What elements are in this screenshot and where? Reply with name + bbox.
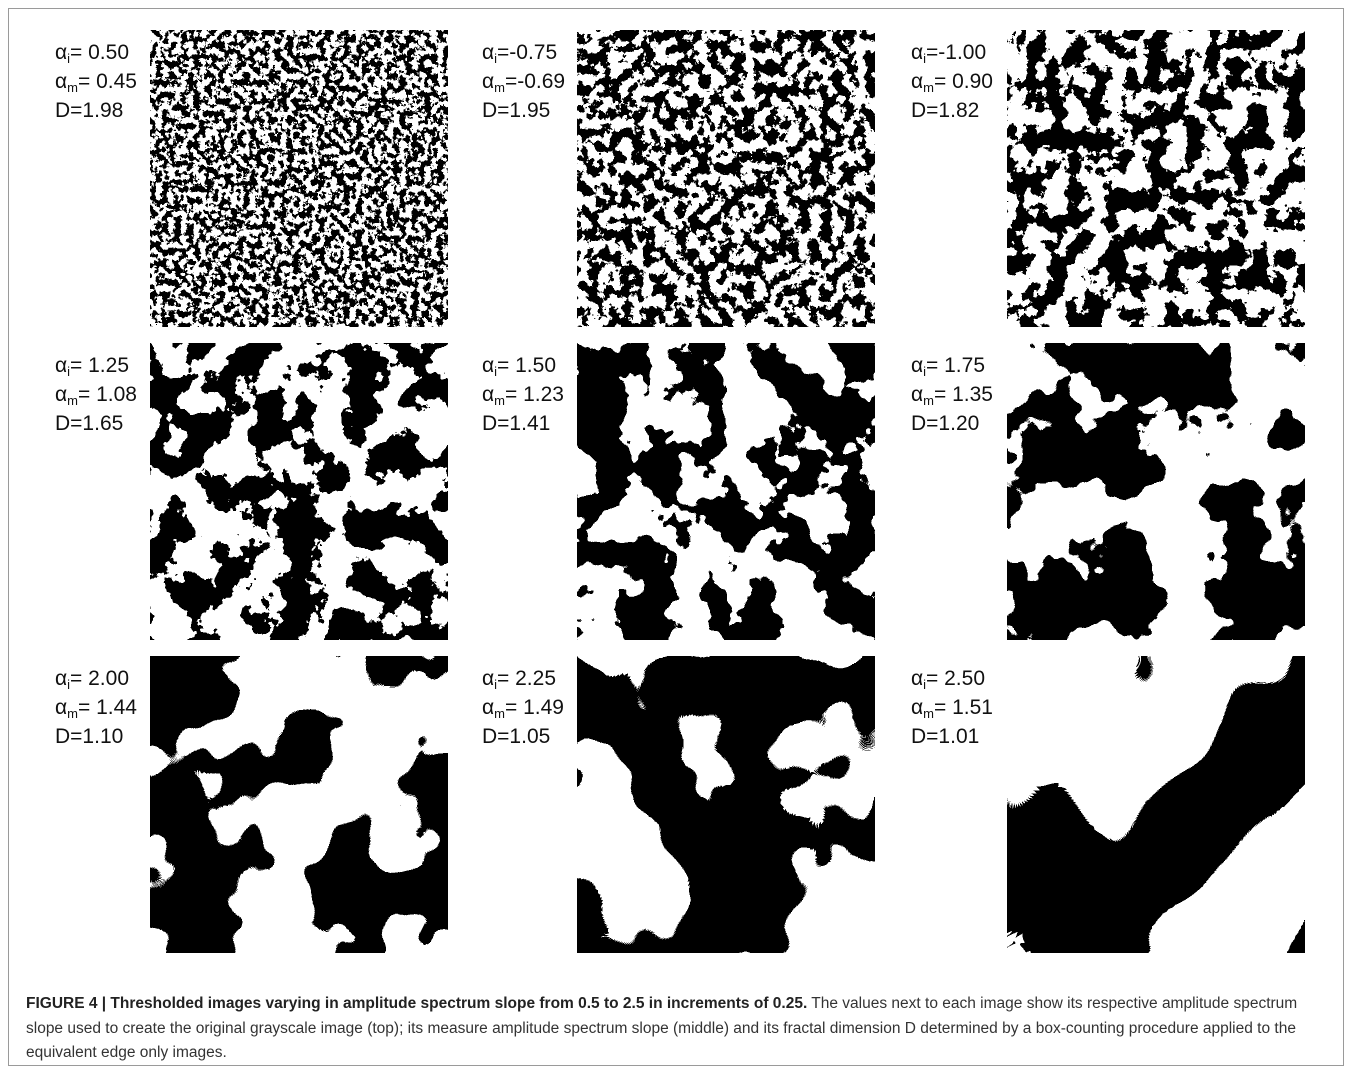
- label-line: αi= 1.25: [55, 351, 137, 380]
- alpha-symbol: α: [911, 354, 923, 377]
- label-line: αi= 0.50: [55, 38, 137, 67]
- alpha-symbol: α: [55, 41, 67, 64]
- alpha-symbol: α: [55, 383, 67, 406]
- thresholded-image: [150, 656, 448, 953]
- fractal-dimension: D=1.10: [55, 722, 137, 751]
- alpha-symbol: α: [911, 696, 923, 719]
- fractal-dimension: D=1.41: [482, 409, 564, 438]
- value-text: = 1.51: [934, 696, 993, 719]
- value-text: = 2.00: [70, 667, 129, 690]
- alpha-symbol: α: [55, 70, 67, 93]
- alpha-symbol: α: [55, 696, 67, 719]
- value-text: = 1.35: [934, 383, 993, 406]
- subscript: m: [67, 393, 78, 408]
- label-line: αm= 0.90: [911, 67, 993, 96]
- alpha-symbol: α: [911, 667, 923, 690]
- alpha-symbol: α: [55, 354, 67, 377]
- label-line: αi= 1.75: [911, 351, 993, 380]
- value-text: = 1.25: [70, 354, 129, 377]
- value-text: = 0.90: [934, 70, 993, 93]
- subscript: m: [67, 706, 78, 721]
- label-line: αi= 2.00: [55, 664, 137, 693]
- label-line: αm= 1.44: [55, 693, 137, 722]
- subscript: m: [494, 393, 505, 408]
- thresholded-image: [577, 343, 875, 640]
- alpha-symbol: α: [55, 667, 67, 690]
- fractal-dimension: D=1.82: [911, 96, 993, 125]
- subscript: m: [923, 393, 934, 408]
- thresholded-image: [1007, 30, 1305, 327]
- value-text: = 2.25: [497, 667, 556, 690]
- thresholded-image: [577, 656, 875, 953]
- label-line: αm= 1.08: [55, 380, 137, 409]
- subscript: m: [923, 706, 934, 721]
- caption-title: FIGURE 4 | Thresholded images varying in…: [26, 995, 807, 1012]
- page: {"symbols": {"alpha": "α", "i": "i", "m"…: [0, 0, 1354, 1074]
- fractal-dimension: D=1.05: [482, 722, 564, 751]
- subscript: m: [67, 80, 78, 95]
- thresholded-image: [1007, 343, 1305, 640]
- figure-caption: FIGURE 4 | Thresholded images varying in…: [26, 992, 1326, 1066]
- alpha-symbol: α: [482, 696, 494, 719]
- subscript: m: [923, 80, 934, 95]
- label-line: αm= 1.23: [482, 380, 564, 409]
- alpha-symbol: α: [911, 70, 923, 93]
- label-line: αi= 2.25: [482, 664, 564, 693]
- label-line: αi=-0.75: [482, 38, 565, 67]
- value-text: = 1.75: [926, 354, 985, 377]
- label-line: αi= 1.50: [482, 351, 564, 380]
- fractal-dimension: D=1.95: [482, 96, 565, 125]
- fractal-dimension: D=1.20: [911, 409, 993, 438]
- label-line: αm= 0.45: [55, 67, 137, 96]
- alpha-symbol: α: [482, 70, 494, 93]
- value-text: = 2.50: [926, 667, 985, 690]
- alpha-symbol: α: [482, 667, 494, 690]
- value-text: = 0.50: [70, 41, 129, 64]
- value-text: = 1.44: [78, 696, 137, 719]
- value-text: = 1.50: [497, 354, 556, 377]
- value-text: =-1.00: [926, 41, 986, 64]
- label-line: αi=-1.00: [911, 38, 993, 67]
- value-text: = 1.49: [505, 696, 564, 719]
- value-text: = 0.45: [78, 70, 137, 93]
- alpha-symbol: α: [911, 41, 923, 64]
- alpha-symbol: α: [482, 41, 494, 64]
- label-line: αm= 1.49: [482, 693, 564, 722]
- thresholded-image: [150, 343, 448, 640]
- alpha-symbol: α: [911, 383, 923, 406]
- label-line: αm= 1.35: [911, 380, 993, 409]
- subscript: m: [494, 706, 505, 721]
- thresholded-image: [1007, 656, 1305, 953]
- subscript: m: [494, 80, 505, 95]
- alpha-symbol: α: [482, 383, 494, 406]
- fractal-dimension: D=1.01: [911, 722, 993, 751]
- value-text: = 1.23: [505, 383, 564, 406]
- fractal-dimension: D=1.98: [55, 96, 137, 125]
- value-text: = 1.08: [78, 383, 137, 406]
- thresholded-image: [577, 30, 875, 327]
- label-line: αm=-0.69: [482, 67, 565, 96]
- label-line: αi= 2.50: [911, 664, 993, 693]
- label-line: αm= 1.51: [911, 693, 993, 722]
- fractal-dimension: D=1.65: [55, 409, 137, 438]
- value-text: =-0.75: [497, 41, 557, 64]
- thresholded-image: [150, 30, 448, 327]
- value-text: =-0.69: [505, 70, 565, 93]
- alpha-symbol: α: [482, 354, 494, 377]
